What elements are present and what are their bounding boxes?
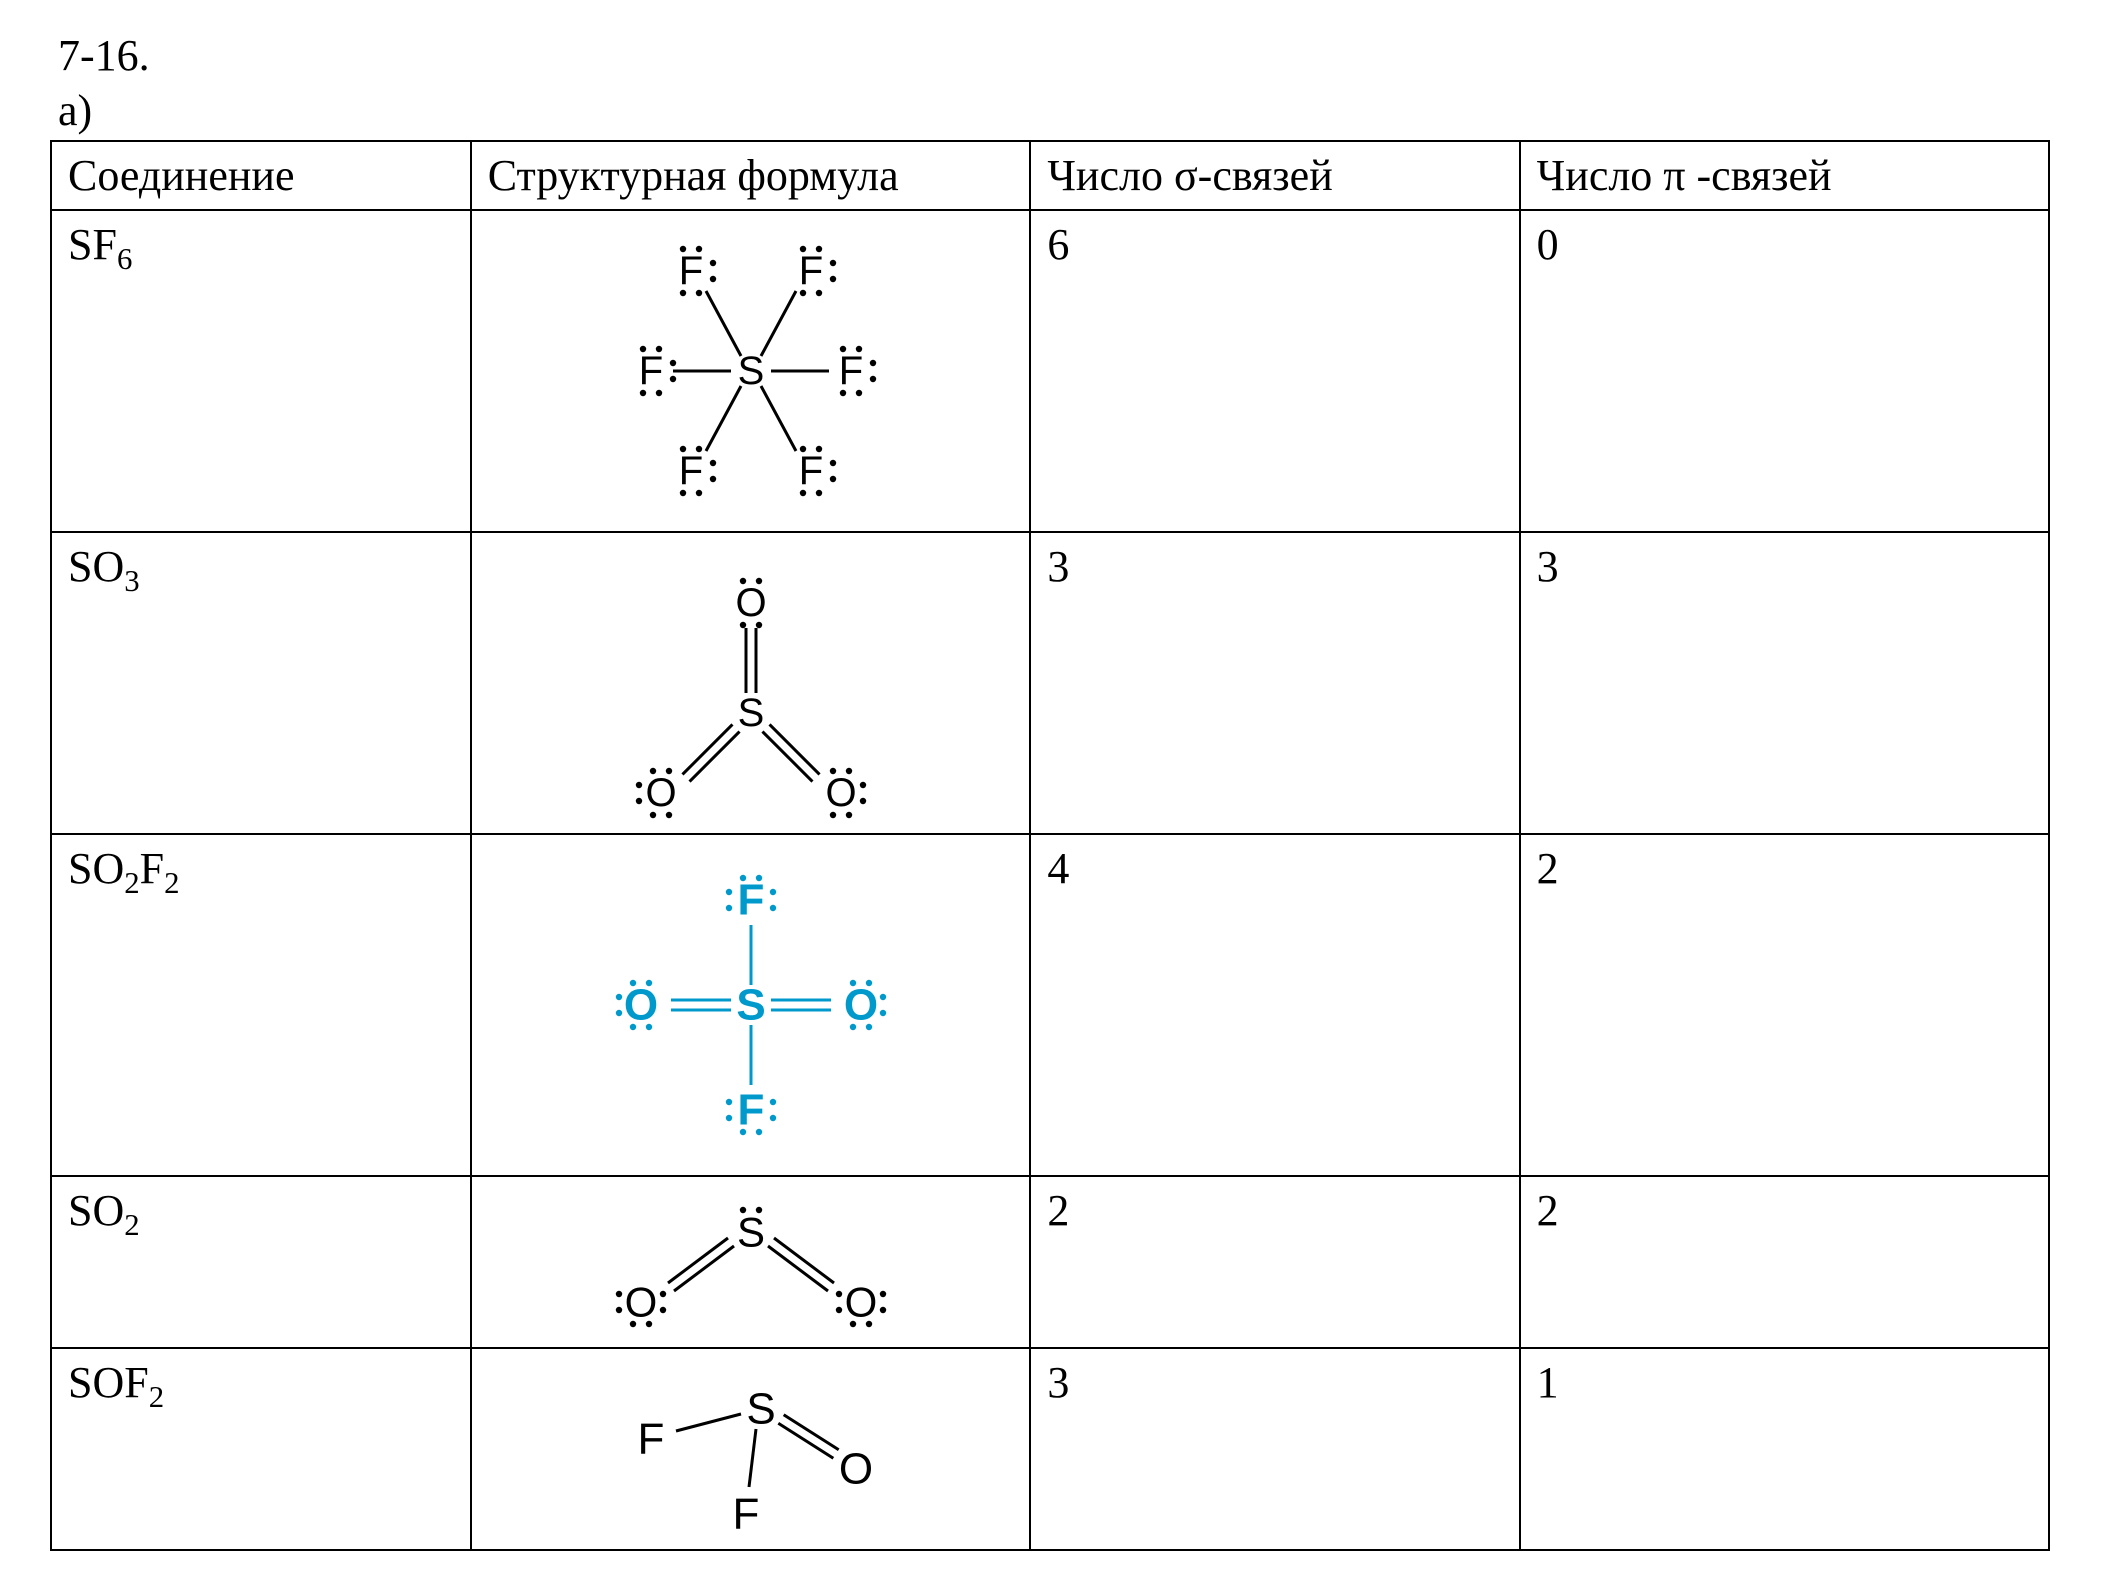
table-row: SO2 S O O 22: [51, 1176, 2049, 1348]
structure-cell: S O O O: [471, 532, 1031, 834]
pi-cell: 2: [1520, 834, 2049, 1176]
table-row: SF6 S F F F F F F 60: [51, 210, 2049, 532]
svg-text:O: O: [645, 771, 676, 815]
svg-text:O: O: [843, 981, 877, 1030]
svg-text:S: S: [746, 1385, 775, 1434]
sigma-cell: 4: [1030, 834, 1519, 1176]
table-row: SO2F2 S F O O F 42: [51, 834, 2049, 1176]
table-row: SO3 S O O O 33: [51, 532, 2049, 834]
svg-text:F: F: [737, 1086, 764, 1135]
svg-text:S: S: [736, 981, 765, 1030]
svg-text:F: F: [838, 349, 862, 393]
svg-text:O: O: [623, 981, 657, 1030]
svg-text:O: O: [844, 1279, 877, 1326]
svg-text:F: F: [678, 249, 702, 293]
svg-text:S: S: [737, 349, 764, 393]
header-compound: Соединение: [51, 141, 471, 210]
compound-cell: SF6: [51, 210, 471, 532]
compound-cell: SO2: [51, 1176, 471, 1348]
pi-cell: 2: [1520, 1176, 2049, 1348]
problem-number: 7-16.: [58, 30, 2076, 81]
svg-text:F: F: [798, 249, 822, 293]
svg-text:F: F: [637, 1415, 664, 1464]
sigma-cell: 6: [1030, 210, 1519, 532]
pi-cell: 3: [1520, 532, 2049, 834]
compound-cell: SO3: [51, 532, 471, 834]
compounds-table: Соединение Структурная формула Число σ-с…: [50, 140, 2050, 1551]
svg-text:O: O: [735, 581, 766, 625]
sigma-cell: 3: [1030, 1348, 1519, 1550]
svg-text:S: S: [737, 691, 764, 735]
svg-text:F: F: [638, 349, 662, 393]
pi-cell: 1: [1520, 1348, 2049, 1550]
svg-text:F: F: [678, 449, 702, 493]
structure-cell: S F F F F F F: [471, 210, 1031, 532]
header-sigma: Число σ-связей: [1030, 141, 1519, 210]
svg-text:F: F: [798, 449, 822, 493]
svg-text:O: O: [624, 1279, 657, 1326]
header-pi: Число π -связей: [1520, 141, 2049, 210]
svg-text:F: F: [732, 1490, 759, 1539]
structure-cell: S O O: [471, 1176, 1031, 1348]
svg-text:F: F: [737, 876, 764, 925]
structure-cell: S F O O F: [471, 834, 1031, 1176]
table-row: SOF2 S F F O 31: [51, 1348, 2049, 1550]
table-header-row: Соединение Структурная формула Число σ-с…: [51, 141, 2049, 210]
svg-text:O: O: [825, 771, 856, 815]
svg-text:O: O: [838, 1445, 872, 1494]
sigma-cell: 2: [1030, 1176, 1519, 1348]
subpart-label: а): [58, 85, 2076, 136]
svg-text:S: S: [736, 1209, 764, 1256]
pi-cell: 0: [1520, 210, 2049, 532]
sigma-cell: 3: [1030, 532, 1519, 834]
header-structure: Структурная формула: [471, 141, 1031, 210]
structure-cell: S F F O: [471, 1348, 1031, 1550]
compound-cell: SO2F2: [51, 834, 471, 1176]
compound-cell: SOF2: [51, 1348, 471, 1550]
